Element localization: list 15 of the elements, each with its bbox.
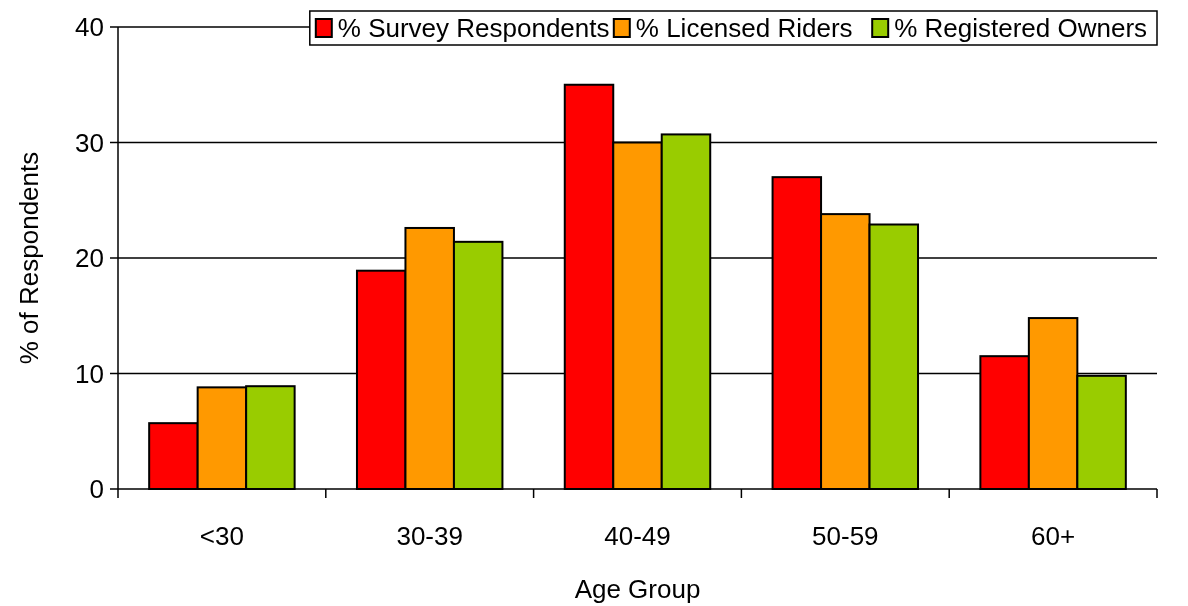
x-tick-label: 30-39 (396, 521, 463, 551)
y-tick-label: 20 (75, 243, 104, 274)
y-tick-label: 0 (89, 474, 104, 505)
y-tick-label: 10 (75, 358, 104, 389)
x-tick-label: 60+ (1031, 521, 1076, 551)
legend-label: % Survey Respondents (337, 13, 610, 44)
y-tick-label: 30 (75, 127, 104, 158)
x-tick-label: 50-59 (812, 521, 879, 551)
y-tick-label: 40 (75, 12, 104, 43)
y-axis-title: % of Respondents (14, 151, 44, 365)
x-tick-label: <30 (199, 521, 244, 551)
x-tick-label: 40-49 (604, 521, 671, 551)
legend-label: % Registered Owners (894, 13, 1148, 44)
x-axis-title: Age Group (574, 574, 701, 604)
legend-label: % Licensed Riders (635, 13, 853, 44)
